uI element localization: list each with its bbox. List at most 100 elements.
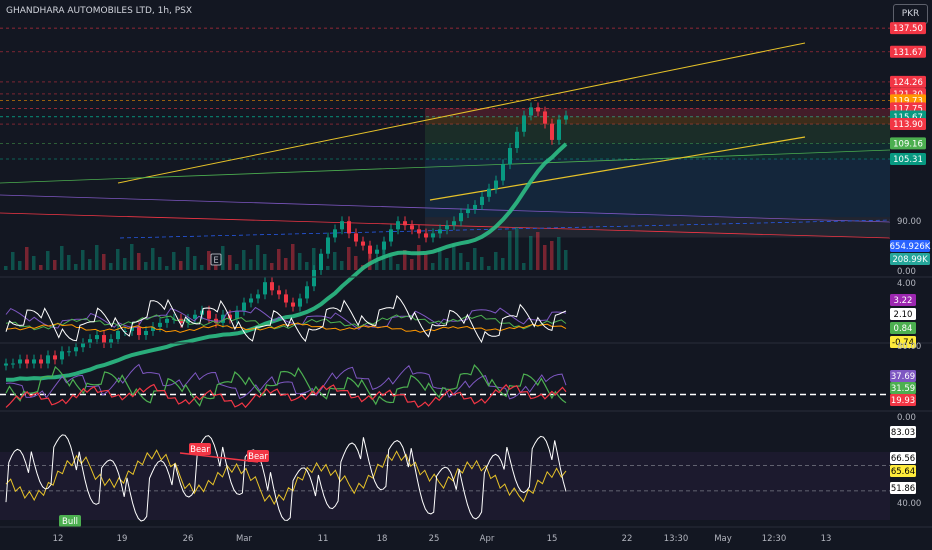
volume-bar-33 — [235, 264, 239, 270]
candle-body-9 — [67, 351, 71, 353]
time-tick-1: 19 — [117, 534, 128, 544]
candle-body-64 — [452, 221, 456, 226]
time-tick-2: 26 — [183, 534, 194, 544]
volume-bar-47 — [333, 252, 337, 270]
volume-bar-43 — [305, 262, 309, 270]
volume-bar-56 — [396, 264, 400, 270]
volume-bar-58 — [410, 259, 414, 270]
volume-bar-28 — [200, 265, 204, 270]
volume-bar-64 — [452, 244, 456, 270]
volume-label-0: 654.926K — [890, 242, 931, 252]
volume-bar-70 — [494, 252, 498, 270]
candle-body-75 — [529, 107, 533, 116]
ind3-signal-2: Bull — [62, 517, 78, 527]
ind1-line-white — [5, 294, 567, 344]
volume-bar-52 — [368, 251, 372, 270]
candle-body-35 — [249, 298, 253, 303]
volume-bar-61 — [431, 263, 435, 270]
volume-bar-42 — [298, 253, 302, 270]
candle-body-59 — [417, 229, 421, 234]
candle-body-20 — [144, 330, 148, 336]
volume-bar-10 — [74, 264, 78, 270]
volume-bar-68 — [480, 257, 484, 270]
ind2-axis-bottom: 0.00 — [897, 413, 916, 423]
fib-zone-0 — [425, 108, 890, 117]
candle-body-31 — [221, 314, 225, 323]
candle-body-45 — [319, 253, 323, 270]
candle-body-8 — [60, 351, 64, 360]
volume-bar-79 — [557, 237, 561, 270]
candle-body-14 — [102, 335, 106, 344]
volume-bar-6 — [46, 251, 50, 270]
time-axis: 12 19 26 Mar 11 18 25 Apr 15 22 13:30 May 12:30 13 — [0, 526, 932, 544]
ind3-label-2: 65.64 — [891, 467, 915, 477]
trend-line-5 — [119, 219, 891, 239]
candle-body-65 — [459, 213, 463, 222]
candle-body-17 — [123, 330, 127, 332]
volume-label-1: 208.99K — [892, 255, 928, 265]
candle-body-78 — [550, 123, 554, 140]
price-label-bg-1 — [890, 45, 926, 58]
candle-body-74 — [522, 115, 526, 132]
candle-body-6 — [46, 355, 50, 364]
volume-bar-5 — [39, 265, 43, 270]
ind2-label-0: 37.69 — [891, 372, 915, 382]
candle-body-0 — [4, 363, 8, 366]
candle-body-76 — [536, 107, 540, 112]
volume-bar-49 — [347, 247, 351, 270]
ind1-line-orange — [5, 322, 567, 333]
volume-bar-76 — [536, 232, 540, 270]
volume-bar-75 — [529, 236, 533, 270]
ind2-label-2: 19.93 — [891, 396, 915, 406]
price-label-4: 119.73 — [893, 96, 923, 106]
ind3-label-bg-0 — [890, 426, 916, 438]
ind1-label-3: -0.74 — [892, 338, 914, 348]
candle-body-42 — [298, 298, 302, 307]
volume-bar-12 — [88, 259, 92, 270]
volume-bar-55 — [389, 255, 393, 270]
ind1-top-label: 4.00 — [897, 279, 916, 289]
volume-bar-23 — [165, 266, 169, 270]
volume-bar-22 — [158, 257, 162, 270]
volume-bar-63 — [445, 258, 449, 270]
candle-body-1 — [11, 363, 15, 365]
ind3-signal-bg-0 — [189, 443, 211, 455]
volume-bar-73 — [515, 227, 519, 270]
moving-average-line — [6, 142, 568, 382]
price-label-bg-8 — [890, 118, 926, 131]
candle-body-10 — [74, 347, 78, 352]
volume-bar-21 — [151, 248, 155, 270]
candle-body-19 — [137, 326, 141, 336]
volume-bar-11 — [81, 250, 85, 270]
ind1-label-1: 2.10 — [894, 310, 913, 320]
candle-body-39 — [277, 290, 281, 295]
time-tick-0: 12 — [53, 534, 64, 544]
price-tick-0: 90.00 — [897, 217, 921, 227]
time-tick-9: 22 — [622, 534, 633, 544]
time-tick-11: May — [714, 534, 732, 544]
ind3-signal-0: Bear — [190, 445, 210, 455]
ind1-label-bg-3 — [890, 336, 916, 348]
trend-line-4 — [429, 136, 806, 201]
candle-body-12 — [88, 339, 92, 344]
volume-bar-39 — [277, 249, 281, 270]
candle-body-57 — [403, 221, 407, 226]
candle-body-33 — [235, 310, 239, 319]
ind2-label-bg-2 — [890, 394, 916, 406]
price-label-bg-10 — [890, 152, 926, 165]
currency-button[interactable]: PKR — [893, 4, 928, 24]
candle-body-18 — [130, 326, 134, 331]
candle-body-60 — [424, 233, 428, 238]
volume-bar-8 — [60, 246, 64, 270]
ind3-signal-bg-2 — [59, 515, 81, 527]
ind2-line-green — [5, 363, 567, 407]
chart-title: GHANDHARA AUTOMOBILES LTD, 1h, PSX — [6, 6, 193, 16]
candle-body-23 — [165, 318, 169, 323]
candle-body-69 — [487, 188, 491, 197]
ind1-line-green — [5, 314, 567, 331]
volume-bar-62 — [438, 249, 442, 270]
candle-body-72 — [508, 148, 512, 165]
price-label-9: 109.16 — [893, 139, 923, 149]
fib-zone-3 — [425, 143, 890, 159]
